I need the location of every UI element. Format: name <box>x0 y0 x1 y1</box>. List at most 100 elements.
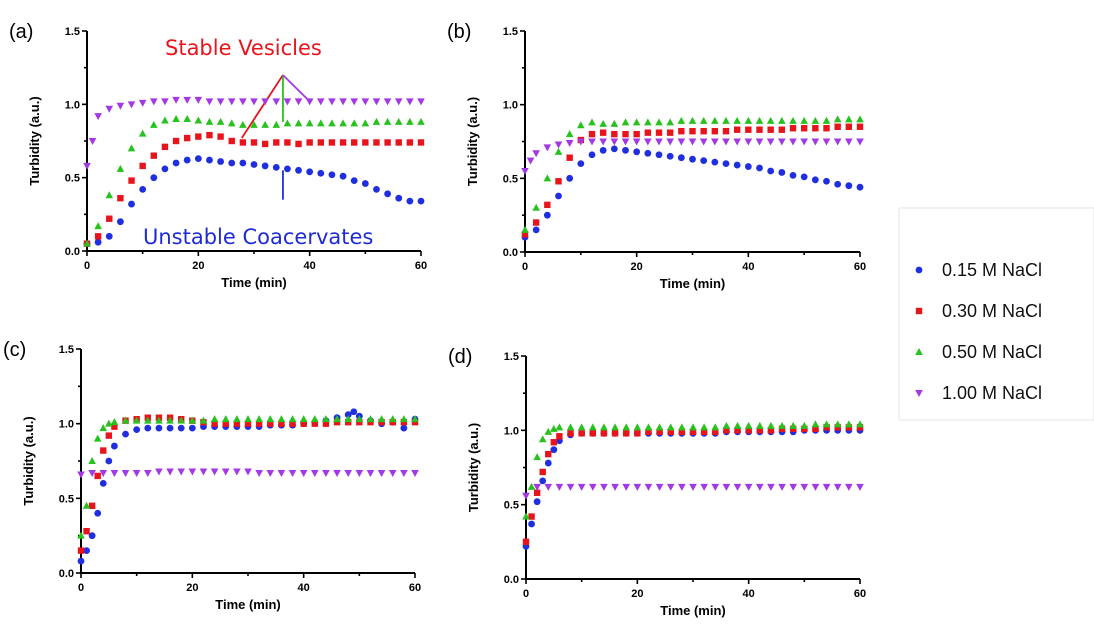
data-point <box>755 116 764 124</box>
x-axis-title: Time (min) <box>660 603 726 618</box>
data-point <box>373 186 380 193</box>
annotation-line-red <box>240 74 284 139</box>
data-point <box>177 416 185 424</box>
data-point <box>195 133 202 140</box>
data-point <box>599 119 607 127</box>
data-point <box>554 147 563 155</box>
data-point <box>566 423 575 431</box>
data-point <box>744 138 753 146</box>
data-point <box>655 129 663 136</box>
y-tick-label: 1.5 <box>504 351 519 363</box>
data-point <box>600 483 608 491</box>
data-point <box>599 129 607 136</box>
data-point <box>688 138 697 146</box>
data-point <box>856 183 864 191</box>
data-point <box>306 139 313 146</box>
data-point <box>621 138 630 146</box>
series-050 <box>521 115 864 233</box>
data-point <box>555 192 562 200</box>
data-point <box>655 483 664 491</box>
data-point <box>554 141 563 149</box>
data-point <box>239 120 247 128</box>
data-point <box>733 421 742 429</box>
data-point <box>633 148 641 156</box>
data-point <box>822 483 831 491</box>
data-point <box>194 116 203 124</box>
series-100 <box>521 138 864 175</box>
data-point <box>789 171 797 179</box>
data-point <box>532 226 540 234</box>
data-point <box>155 416 163 424</box>
data-point <box>250 98 258 106</box>
data-point <box>228 159 236 167</box>
data-point <box>655 151 663 159</box>
data-point <box>543 174 552 182</box>
annotation-line-purple <box>282 74 311 103</box>
data-point <box>767 167 775 175</box>
data-point <box>244 420 252 427</box>
data-point <box>833 115 842 123</box>
data-point <box>105 457 113 465</box>
panel-label: (a) <box>9 21 33 43</box>
data-point <box>373 139 380 146</box>
data-point <box>166 468 174 476</box>
data-point <box>533 498 541 506</box>
data-point <box>622 130 629 138</box>
data-point <box>194 96 203 104</box>
data-point <box>756 483 764 491</box>
x-tick-label: 0 <box>78 582 84 594</box>
data-point <box>756 427 763 434</box>
data-point <box>634 430 641 437</box>
legend-marker-square <box>915 307 923 315</box>
data-point <box>139 186 147 193</box>
data-point <box>344 415 352 423</box>
x-tick-label: 20 <box>186 582 198 594</box>
data-point <box>333 415 341 423</box>
data-point <box>261 120 269 128</box>
data-point <box>261 98 269 106</box>
data-point <box>150 152 157 159</box>
data-point <box>856 420 864 428</box>
data-point <box>105 191 114 199</box>
data-point <box>77 471 85 479</box>
data-point <box>384 190 391 198</box>
data-point <box>845 123 853 130</box>
data-point <box>778 483 786 491</box>
data-point <box>311 469 319 477</box>
data-point <box>128 200 135 208</box>
data-point <box>755 138 764 146</box>
data-point <box>273 139 280 146</box>
legend-item: 0.50 M NaCl <box>915 342 1042 362</box>
data-point <box>733 126 741 133</box>
panel-b: 0.0 0.5 1.0 1.5 0 20 40 60 Time (min) Turbidity (… <box>447 21 866 291</box>
data-point <box>183 156 191 164</box>
data-point <box>99 469 108 477</box>
data-point <box>362 139 369 146</box>
data-point <box>678 428 686 436</box>
data-point <box>778 116 786 124</box>
data-point <box>350 98 358 106</box>
data-point <box>411 469 419 477</box>
data-point <box>521 225 529 233</box>
data-point <box>700 428 708 436</box>
y-tick-label: 1.0 <box>504 425 519 437</box>
data-point <box>767 421 775 429</box>
data-point <box>733 138 741 146</box>
data-point <box>261 162 269 170</box>
data-point <box>632 118 641 126</box>
data-point <box>644 118 652 126</box>
data-point <box>155 424 163 432</box>
data-point <box>789 421 797 429</box>
data-point <box>800 138 808 146</box>
x-axis-title: Time (min) <box>660 276 726 291</box>
data-point <box>722 138 730 146</box>
data-point <box>711 158 719 166</box>
data-point <box>677 138 686 146</box>
data-point <box>221 415 230 423</box>
data-point <box>172 115 180 122</box>
data-point <box>277 469 286 477</box>
y-axis-title: Turbidity (a.u.) <box>465 97 480 186</box>
data-point <box>306 168 314 176</box>
data-point <box>94 238 102 246</box>
data-point <box>644 138 652 146</box>
